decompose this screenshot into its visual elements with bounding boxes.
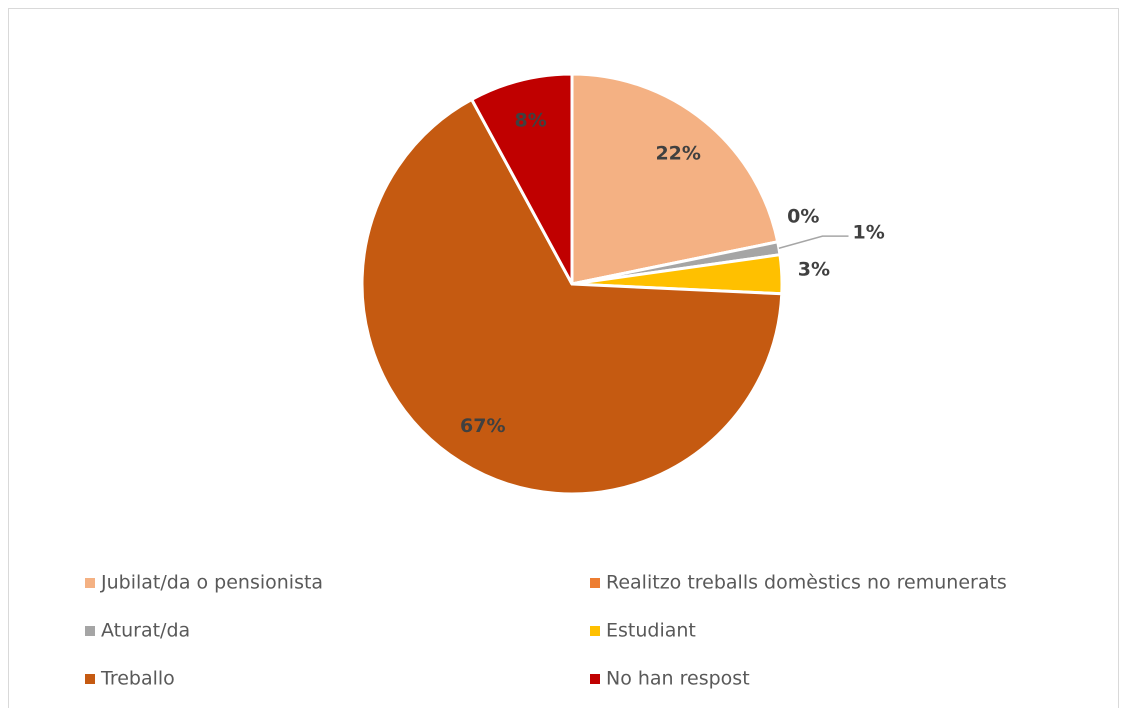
data-label: 3% (798, 258, 830, 280)
legend-label: Jubilat/da o pensionista (100, 572, 323, 594)
legend-swatch (85, 674, 95, 684)
legend-label: Aturat/da (101, 620, 190, 642)
pie-slice (570, 72, 780, 286)
leader-line (778, 235, 849, 249)
legend-swatch (590, 578, 600, 588)
legend-swatch (85, 578, 95, 588)
legend-label: Estudiant (606, 620, 696, 642)
legend-label: Treballo (100, 668, 175, 690)
legend-label: Realitzo treballs domèstics no remunerat… (606, 572, 1007, 594)
data-label: 0% (787, 205, 819, 227)
legend-swatch (590, 626, 600, 636)
legend-label: No han respost (606, 668, 750, 690)
legend-swatch (85, 626, 95, 636)
data-label: 1% (852, 222, 884, 244)
pie-slice (470, 72, 574, 286)
data-label: 8% (514, 110, 546, 132)
data-label: 67% (460, 415, 505, 437)
data-label: 22% (655, 142, 700, 164)
legend-swatch (590, 674, 600, 684)
pie-slice (360, 97, 784, 496)
